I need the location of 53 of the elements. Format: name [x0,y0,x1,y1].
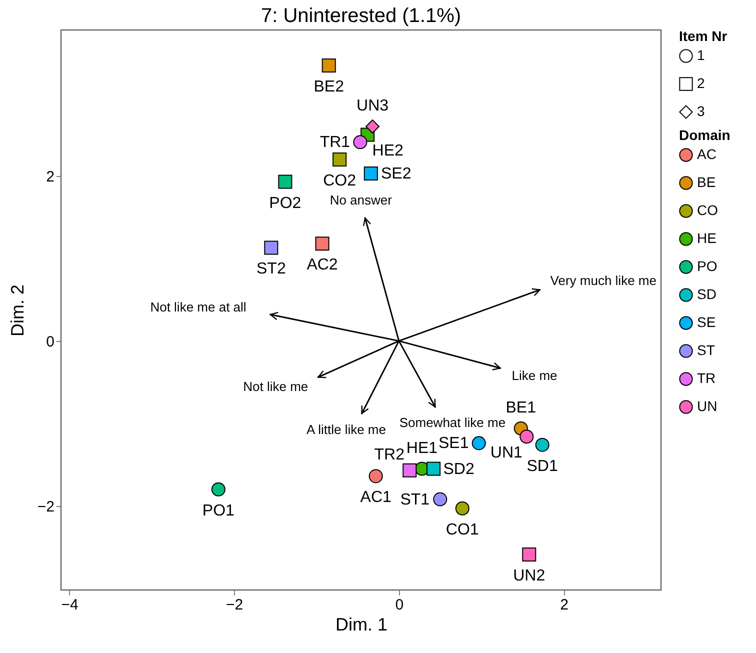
data-label: HE2 [372,142,404,160]
data-label: TR1 [320,134,350,152]
data-label: AC2 [306,256,338,274]
series-label: Not like me [243,378,308,394]
legend-label: ST [697,342,716,358]
data-label: BE1 [506,399,536,416]
data-label: UN2 [513,568,546,585]
legend-label: PO [697,258,718,274]
series-label: No answer [330,192,393,208]
legend-label: 3 [697,103,705,119]
data-label: UN1 [490,444,523,462]
data-label: PO1 [202,502,235,520]
legend-label: SE [697,314,716,330]
data-label: TR2 [374,446,405,464]
legend-label: CO [697,202,718,218]
legend-label: HE [697,230,716,246]
legend-label: 2 [697,75,705,91]
y-tick-label: 2 [46,168,54,186]
legend-label: AC [697,146,716,162]
x-tick-label: 0 [395,596,404,614]
series-label: Not like me at all [150,300,246,315]
y-tick-label: 0 [46,333,54,350]
x-tick-label: −2 [226,596,244,614]
data-label: CO1 [446,521,479,538]
data-label: CO2 [323,172,356,190]
series-label: A little like me [306,422,386,437]
data-label: BE2 [314,78,344,96]
x-tick-label: 2 [560,596,568,614]
text: Domain [679,127,730,143]
data-label: ST1 [400,491,430,508]
legend-label: BE [697,174,716,190]
series-label: Somewhat like me [399,415,506,430]
y-tick-label: −2 [37,498,54,516]
y-axis-title: Dim. 2 [7,284,28,337]
x-tick-label: −4 [61,596,78,614]
data-label: SE2 [381,166,412,183]
data-label: UN3 [356,97,389,114]
data-label: ST2 [256,260,286,278]
x-axis-title: Dim. 1 [335,614,388,634]
data-label: AC1 [360,489,392,506]
data-label: SD2 [443,460,474,478]
legend-label: SD [697,286,716,302]
text: Item Nr [679,28,728,44]
series-label: Very much like me [550,273,656,288]
data-label: SD1 [526,458,558,475]
legend-label: UN [697,398,718,414]
chart-title: 7: Uninterested (1.1%) [260,5,462,27]
data-label: PO2 [269,194,302,212]
legend-label: TR [697,370,716,386]
series-label: Like me [512,368,558,383]
data-label: SE1 [438,435,469,452]
data-label: HE1 [406,440,438,457]
legend-label: 1 [697,47,705,63]
